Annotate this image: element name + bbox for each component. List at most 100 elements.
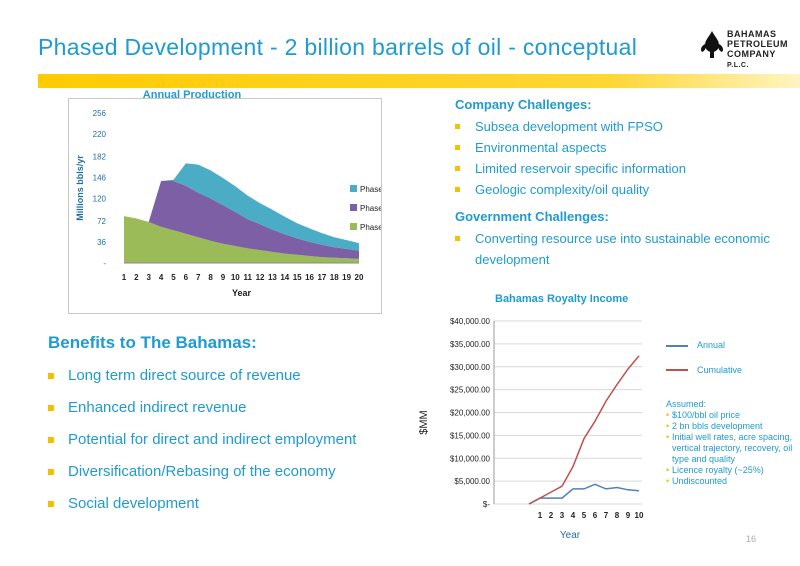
company-challenges-list: Subsea development with FPSO Environment… bbox=[455, 116, 785, 200]
x-tick-label: 20 bbox=[355, 273, 364, 282]
x-tick-label: 11 bbox=[243, 273, 252, 282]
area-series-phase-1 bbox=[124, 216, 359, 263]
logo-line-2: PETROLEUM bbox=[727, 39, 789, 49]
list-item: Converting resource use into sustainable… bbox=[455, 228, 775, 270]
oil-drop-logo-icon bbox=[701, 31, 723, 58]
x-axis-title: Year bbox=[232, 288, 252, 298]
line-series-cumulative bbox=[528, 355, 640, 505]
x-tick-label: 4 bbox=[571, 511, 576, 520]
legend-label-phase-2: Phase 2 bbox=[360, 204, 381, 213]
y-tick-label: - bbox=[103, 259, 106, 268]
x-tick-label: 14 bbox=[280, 273, 289, 282]
bullet-icon bbox=[48, 469, 54, 475]
title-underline-bar bbox=[38, 74, 800, 88]
y-tick-label: 72 bbox=[97, 217, 106, 226]
y-tick-label: $15,000.00 bbox=[450, 431, 491, 440]
legend-swatch-phase-3 bbox=[350, 185, 357, 192]
list-item: Licence royalty (~25%) bbox=[666, 465, 798, 476]
bullet-icon bbox=[455, 187, 460, 192]
x-tick-label: 12 bbox=[256, 273, 265, 282]
x-tick-label: 10 bbox=[231, 273, 240, 282]
y-tick-label: 146 bbox=[93, 173, 107, 182]
bullet-icon bbox=[455, 145, 460, 150]
legend-label-annual: Annual bbox=[697, 340, 726, 350]
government-challenges-heading: Government Challenges: bbox=[455, 209, 609, 224]
x-tick-label: 16 bbox=[305, 273, 314, 282]
bullet-icon bbox=[455, 236, 460, 241]
benefits-list: Long term direct source of revenue Enhan… bbox=[48, 367, 428, 527]
legend-swatch-cumulative bbox=[666, 369, 688, 371]
company-logo: BAHAMAS PETROLEUM COMPANY P.L.C. bbox=[700, 24, 800, 71]
y-tick-label: $30,000.00 bbox=[450, 363, 491, 372]
royalty-chart: $- $5,000.00 $10,000.00 $15,000.00 $20,000.0… bbox=[418, 317, 644, 541]
legend-swatch-phase-1 bbox=[350, 223, 357, 230]
x-tick-label: 15 bbox=[293, 273, 302, 282]
line-series-annual bbox=[528, 483, 640, 505]
legend-label-cumulative: Cumulative bbox=[697, 365, 743, 375]
x-tick-label: 9 bbox=[626, 511, 631, 520]
x-tick-label: 8 bbox=[615, 511, 620, 520]
x-tick-label: 6 bbox=[184, 273, 189, 282]
x-tick-label: 6 bbox=[593, 511, 598, 520]
bullet-icon bbox=[455, 166, 460, 171]
list-item: Potential for direct and indirect employ… bbox=[48, 431, 428, 463]
y-tick-label: $40,000.00 bbox=[450, 317, 491, 326]
x-tick-label: 13 bbox=[268, 273, 277, 282]
x-tick-label: 7 bbox=[196, 273, 201, 282]
area-series-phase-3 bbox=[124, 163, 359, 251]
bullet-icon bbox=[48, 501, 54, 507]
x-tick-label: 4 bbox=[159, 273, 164, 282]
x-tick-label: 2 bbox=[134, 273, 139, 282]
x-tick-label: 7 bbox=[604, 511, 609, 520]
production-chart-panel: -36 72 120 146 182 220 256 1 2 3 4 5 6 7 8 9 10 11 12 13 14 1… bbox=[68, 98, 390, 314]
list-item: Limited reservoir specific information bbox=[455, 158, 785, 179]
legend-label-phase-3: Phase 3 bbox=[360, 185, 381, 194]
x-tick-label: 18 bbox=[330, 273, 339, 282]
bullet-icon bbox=[455, 124, 460, 129]
royalty-chart-title: Bahamas Royalty Income bbox=[495, 293, 629, 305]
benefits-heading: Benefits to The Bahamas: bbox=[48, 333, 257, 352]
list-item: 2 bn bbls development bbox=[666, 421, 798, 432]
x-tick-label: 5 bbox=[171, 273, 176, 282]
x-tick-label: 2 bbox=[549, 511, 554, 520]
y-tick-label: $20,000.00 bbox=[450, 409, 491, 418]
list-item: Diversification/Rebasing of the economy bbox=[48, 463, 428, 495]
list-item: Enhanced indirect revenue bbox=[48, 399, 428, 431]
list-item: Environmental aspects bbox=[455, 137, 785, 158]
assumptions-heading: Assumed: bbox=[666, 399, 707, 409]
y-tick-label: $- bbox=[483, 500, 490, 509]
y-axis-title: $MM bbox=[418, 410, 430, 434]
y-tick-label: 182 bbox=[93, 152, 107, 161]
x-tick-label: 19 bbox=[342, 273, 351, 282]
x-tick-label: 10 bbox=[635, 511, 644, 520]
list-item: Subsea development with FPSO bbox=[455, 116, 785, 137]
page-number: 16 bbox=[746, 534, 757, 544]
list-item: $100/bbl oil price bbox=[666, 410, 798, 421]
area-series-phase-2 bbox=[124, 181, 359, 259]
list-item: Undiscounted bbox=[666, 476, 798, 487]
x-tick-label: 17 bbox=[317, 273, 326, 282]
x-tick-label: 9 bbox=[221, 273, 226, 282]
company-challenges-heading: Company Challenges: bbox=[455, 97, 592, 112]
y-tick-label: 220 bbox=[93, 130, 107, 139]
x-axis-title: Year bbox=[560, 530, 581, 541]
y-tick-label: $25,000.00 bbox=[450, 386, 491, 395]
logo-line-3: COMPANY bbox=[727, 49, 776, 59]
list-item: Long term direct source of revenue bbox=[48, 367, 428, 399]
assumptions-list: $100/bbl oil price 2 bn bbls development… bbox=[666, 410, 798, 487]
legend-swatch-phase-2 bbox=[350, 204, 357, 211]
x-tick-label: 1 bbox=[538, 511, 543, 520]
list-item: Social development bbox=[48, 495, 428, 527]
government-challenges-list: Converting resource use into sustainable… bbox=[455, 228, 775, 270]
x-tick-label: 8 bbox=[208, 273, 213, 282]
x-tick-label: 3 bbox=[560, 511, 565, 520]
logo-line-1: BAHAMAS bbox=[727, 29, 777, 39]
logo-wordmark: BAHAMAS PETROLEUM COMPANY P.L.C. bbox=[727, 29, 800, 71]
x-tick-label: 1 bbox=[122, 273, 127, 282]
y-tick-label: 36 bbox=[97, 238, 106, 247]
assumptions-box: Assumed: $100/bbl oil price 2 bn bbls de… bbox=[666, 399, 798, 487]
y-tick-label: 256 bbox=[93, 109, 107, 118]
y-tick-label: $10,000.00 bbox=[450, 454, 491, 463]
bullet-icon bbox=[48, 437, 54, 443]
